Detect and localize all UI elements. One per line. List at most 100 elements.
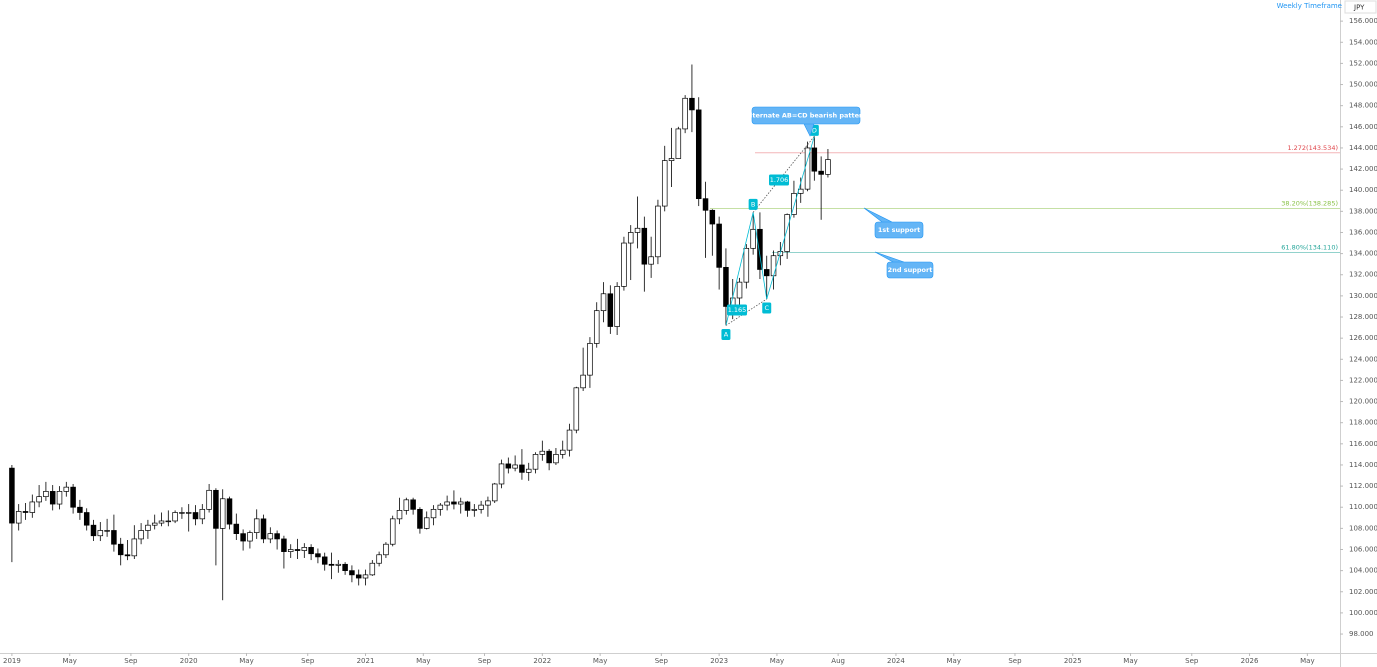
x-tick-label: Sep <box>478 657 492 665</box>
pattern-point-box <box>721 328 731 340</box>
candle-body <box>825 159 831 175</box>
x-tick-label: May <box>1123 657 1137 665</box>
callout-pointer <box>803 123 815 137</box>
ratio-label: 1.706 <box>770 176 789 184</box>
candle-body <box>77 506 83 513</box>
pattern-point-box <box>762 302 772 314</box>
y-tick-label: 156.000 <box>1349 17 1377 25</box>
candle-body <box>294 549 301 551</box>
candle-body <box>260 518 267 540</box>
candle-body <box>410 499 416 510</box>
candle-body <box>566 429 573 451</box>
candle-body <box>362 574 369 579</box>
y-tick-label: 114.000 <box>1349 461 1377 469</box>
candle-body <box>614 286 620 327</box>
y-tick-label: 102.000 <box>1349 588 1377 596</box>
x-tick-label: 2023 <box>710 657 728 665</box>
candle-body <box>349 570 355 576</box>
y-tick-label: 104.000 <box>1349 567 1377 575</box>
y-tick-label: 134.000 <box>1349 250 1377 258</box>
y-tick-label: 98.000 <box>1349 630 1374 638</box>
y-tick-label: 112.000 <box>1349 482 1377 490</box>
candle-body <box>213 489 219 529</box>
candle-body <box>36 496 42 503</box>
candle-body <box>185 512 192 514</box>
x-tick-label: 2020 <box>180 657 198 665</box>
candle-body <box>22 511 29 513</box>
candle-body <box>301 547 308 551</box>
pattern-point-label: A <box>724 330 729 338</box>
y-tick-label: 144.000 <box>1349 144 1377 152</box>
x-tick-label: 2025 <box>1064 657 1082 665</box>
ratio-box <box>769 174 789 186</box>
candle-body <box>56 491 63 505</box>
y-tick-label: 152.000 <box>1349 59 1377 67</box>
pattern-point-label: D <box>812 126 817 134</box>
candle-body <box>505 463 512 469</box>
candle-body <box>559 449 566 455</box>
candle-body <box>498 463 505 485</box>
candle-body <box>403 499 410 511</box>
candle-body <box>253 518 260 533</box>
candle-body <box>199 508 206 520</box>
candle-body <box>512 464 518 469</box>
candle-body <box>43 491 49 498</box>
candle-body <box>675 128 682 159</box>
candle-body <box>158 520 165 524</box>
candle-body <box>111 530 117 545</box>
x-tick-label: Sep <box>1008 657 1022 665</box>
y-tick-label: 150.000 <box>1349 81 1377 89</box>
x-tick-label: 2021 <box>357 657 375 665</box>
candle-body <box>281 538 287 552</box>
pattern-point-label: B <box>751 200 755 208</box>
y-tick-label: 138.000 <box>1349 207 1377 215</box>
candle-body <box>689 97 695 111</box>
x-tick-label: Sep <box>301 657 315 665</box>
candle-body <box>124 554 131 557</box>
candle-body <box>247 532 253 542</box>
y-tick-label: 108.000 <box>1349 524 1377 532</box>
level-label: 38.20%(138.285) <box>1281 199 1338 207</box>
candle-body <box>49 491 56 505</box>
candle-body <box>587 343 593 376</box>
x-tick-label: Sep <box>655 657 669 665</box>
candle-body <box>138 530 144 540</box>
candle-body <box>172 512 178 522</box>
candle-body <box>206 489 212 510</box>
y-tick-label: 148.000 <box>1349 102 1377 110</box>
candle-body <box>423 517 430 529</box>
candle-body <box>485 500 491 506</box>
y-tick-label: 106.000 <box>1349 545 1377 553</box>
candle-body <box>437 504 444 510</box>
candle-body <box>192 512 199 520</box>
candle-body <box>342 563 348 571</box>
candle-body <box>117 543 124 556</box>
candle-body <box>525 468 532 473</box>
candle-body <box>627 232 634 244</box>
candle-body <box>736 281 743 299</box>
callout-text: 2nd support <box>888 266 933 274</box>
candle-body <box>702 198 709 211</box>
ratio-label: 1.165 <box>728 306 747 314</box>
candle-body <box>757 228 763 270</box>
candle-body <box>15 511 22 524</box>
callout-box <box>874 221 924 239</box>
candle-body <box>539 450 546 455</box>
callout-text: 1st support <box>878 226 920 234</box>
ratio-box <box>727 304 747 316</box>
level-label: 1.272(143.534) <box>1287 144 1338 152</box>
candle-body <box>376 554 382 564</box>
candle-body <box>553 454 559 464</box>
callout-text: Alternate AB=CD bearish pattern <box>745 112 867 120</box>
candle-body <box>287 549 294 552</box>
candle-body <box>151 522 158 526</box>
candle-body <box>471 508 478 511</box>
x-tick-label: May <box>770 657 784 665</box>
candle-body <box>328 563 335 566</box>
candle-body <box>723 267 729 307</box>
candle-body <box>383 543 389 556</box>
candle-body <box>233 523 240 534</box>
candle-body <box>63 486 70 492</box>
pattern-point-box <box>748 198 758 210</box>
candle-body <box>634 227 641 233</box>
